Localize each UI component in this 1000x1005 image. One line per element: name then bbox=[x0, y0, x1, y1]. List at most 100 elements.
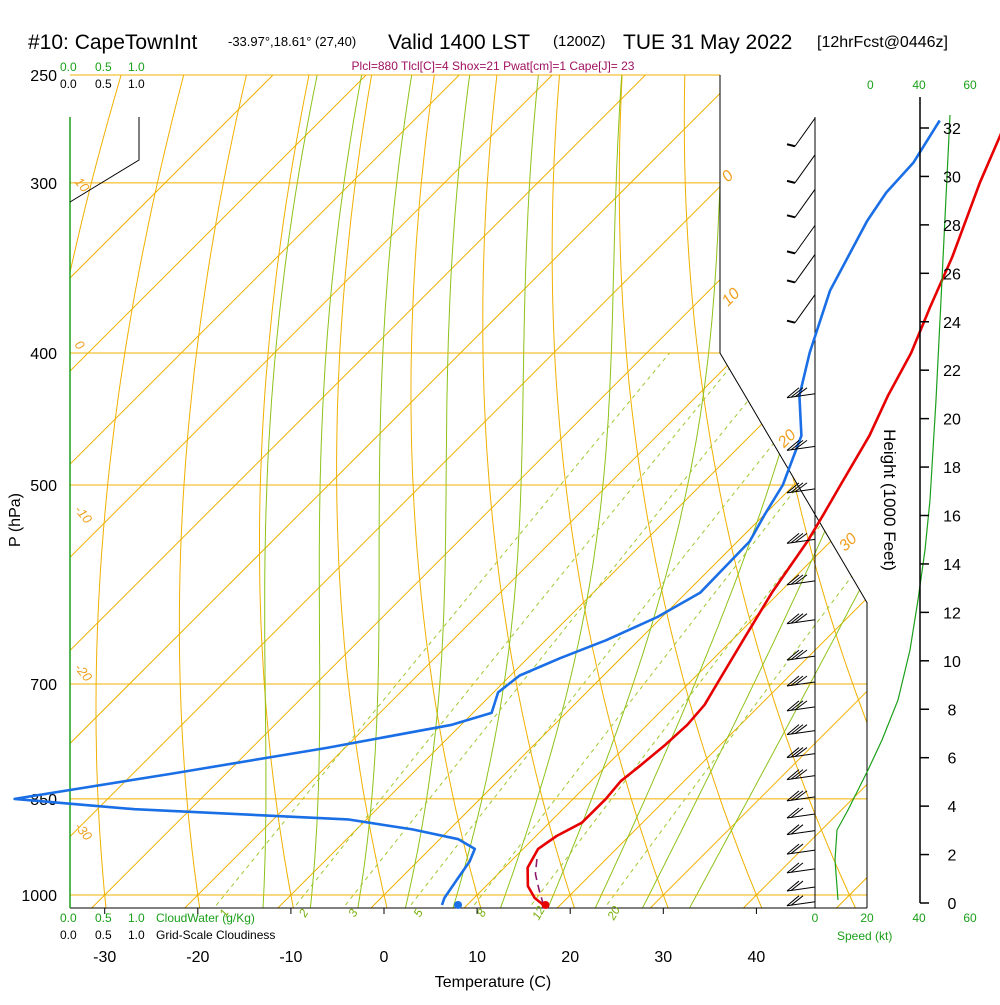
wind-barb bbox=[786, 880, 816, 892]
wind-barb bbox=[786, 225, 816, 255]
wind-barb-feather bbox=[786, 532, 800, 544]
wind-barb-feather bbox=[786, 895, 800, 907]
height-tick-label: 30 bbox=[943, 169, 961, 186]
speed-bottom-0: 0 bbox=[812, 911, 819, 925]
moist-adiabat-line bbox=[689, 574, 867, 908]
background-lines bbox=[70, 75, 867, 908]
wind-barb bbox=[786, 117, 816, 148]
wind-barb bbox=[786, 294, 816, 324]
pressure-tick-label: 1000 bbox=[21, 888, 57, 905]
surface-dewpoint-marker bbox=[453, 900, 462, 909]
height-tick-label: 4 bbox=[948, 799, 957, 816]
wind-barb-feather bbox=[794, 675, 808, 686]
wind-barb-feather bbox=[786, 807, 800, 819]
cloud-scale-top-black-1: 0.5 bbox=[95, 77, 112, 91]
height-axis-title: Height (1000 Feet) bbox=[880, 429, 899, 571]
wind-barb-feather bbox=[790, 824, 804, 835]
height-tick-label: 16 bbox=[943, 509, 961, 526]
wind-barb-feather bbox=[790, 790, 804, 801]
wind-barb-flag bbox=[786, 279, 796, 284]
moist-adiabat-line bbox=[309, 75, 363, 908]
isotherm-line bbox=[70, 75, 367, 372]
moist-adiabat-line bbox=[357, 75, 413, 908]
cloud-scale-top-green-0: 0.0 bbox=[60, 60, 77, 74]
temperature-line bbox=[526, 132, 1000, 907]
height-tick-label: 24 bbox=[943, 315, 961, 332]
isotherm-line bbox=[70, 75, 554, 559]
wind-barb-feather bbox=[790, 387, 804, 398]
height-tick-label: 0 bbox=[948, 896, 957, 913]
mixing-ratio-label: 20 bbox=[604, 903, 623, 923]
wind-barb-feather bbox=[790, 843, 804, 854]
temp-tick-label: -30 bbox=[93, 949, 116, 966]
temp-tick-label: 40 bbox=[748, 949, 766, 966]
moist-adiabat-line bbox=[404, 75, 471, 908]
wind-barb bbox=[786, 532, 816, 544]
mixing-ratio-line bbox=[603, 555, 867, 908]
cloud-scale-bottom-green-2: 1.0 bbox=[128, 911, 145, 925]
wind-barb-feather bbox=[790, 532, 804, 544]
cloud-scale-top-black-0: 0.0 bbox=[60, 77, 77, 91]
wind-barb-feather bbox=[786, 613, 800, 625]
cloudiness-label: Grid-Scale Cloudiness bbox=[156, 928, 275, 942]
dry-adiabat-line bbox=[178, 75, 247, 908]
valid-date: TUE 31 May 2022 bbox=[623, 31, 792, 54]
wind-barb bbox=[786, 675, 816, 687]
speed-axis-label: Speed (kt) bbox=[837, 929, 892, 943]
wind-barb bbox=[786, 747, 816, 759]
dewpoint-line bbox=[13, 119, 941, 906]
wind-barb-feather bbox=[794, 482, 808, 493]
wind-barb bbox=[786, 613, 816, 625]
height-tick-label: 8 bbox=[948, 702, 957, 719]
wind-barb bbox=[786, 254, 816, 284]
pressure-tick-label: 500 bbox=[30, 478, 57, 495]
mixing-ratio-line bbox=[407, 352, 846, 908]
wind-barb-staff bbox=[794, 225, 816, 254]
cloud-scale-bottom-black-2: 1.0 bbox=[128, 928, 145, 942]
temp-tick-label: -10 bbox=[279, 949, 302, 966]
wind-barb-flag bbox=[786, 179, 796, 184]
wind-barb-feather bbox=[790, 613, 804, 624]
station-location: -33.97°,18.61° (27,40) bbox=[228, 34, 356, 49]
dry-adiabat-line bbox=[259, 75, 310, 908]
height-tick-label: 10 bbox=[943, 654, 961, 671]
parcel-line bbox=[534, 855, 545, 906]
dry-adiabat-line bbox=[551, 75, 669, 908]
wind-barb-feather bbox=[786, 574, 800, 586]
cloud-scale-top-green-2: 1.0 bbox=[128, 60, 145, 74]
height-tick-label: 6 bbox=[948, 751, 957, 768]
wind-barb bbox=[786, 482, 816, 494]
mixing-ratio-line bbox=[293, 352, 743, 908]
wind-barb-flag bbox=[786, 214, 796, 219]
wind-barb-feather bbox=[794, 532, 808, 543]
wind-barb-feather bbox=[790, 747, 804, 758]
wind-barb-feather bbox=[794, 747, 808, 757]
wind-barb-feather bbox=[790, 724, 804, 735]
isotherm-line bbox=[70, 75, 274, 279]
plot-boundary bbox=[69, 75, 868, 909]
wind-barb-feather bbox=[786, 649, 800, 661]
wind-barb bbox=[786, 387, 816, 399]
wind-barb-feather bbox=[794, 387, 808, 398]
moist-adiabat-line bbox=[452, 75, 539, 908]
wind-barb-feather bbox=[794, 613, 808, 624]
wind-barb-feather bbox=[786, 440, 800, 451]
wind-barb bbox=[786, 862, 816, 874]
cloud-scale-bottom-black-0: 0.0 bbox=[60, 928, 77, 942]
moist-adiabat-line bbox=[262, 75, 318, 908]
surface-temp-marker bbox=[541, 900, 550, 909]
speed-top-40: 40 bbox=[912, 78, 926, 92]
wind-barb-feather bbox=[790, 574, 804, 585]
isotherm-line bbox=[277, 318, 867, 908]
wind-barb-flag bbox=[786, 319, 796, 324]
wind-barb-feather bbox=[786, 862, 800, 874]
wind-barb bbox=[786, 895, 816, 907]
wind-barb-flag bbox=[786, 250, 796, 255]
cloudiness-profile bbox=[69, 117, 140, 203]
wind-barb-staff bbox=[794, 189, 816, 218]
dry-adiabat-line bbox=[336, 75, 388, 908]
cloud-scale-top: 0.0 0.5 1.0 0.0 0.5 1.0 bbox=[60, 60, 145, 91]
wind-barb-feather bbox=[794, 649, 808, 660]
wind-barb-feather bbox=[794, 724, 808, 735]
